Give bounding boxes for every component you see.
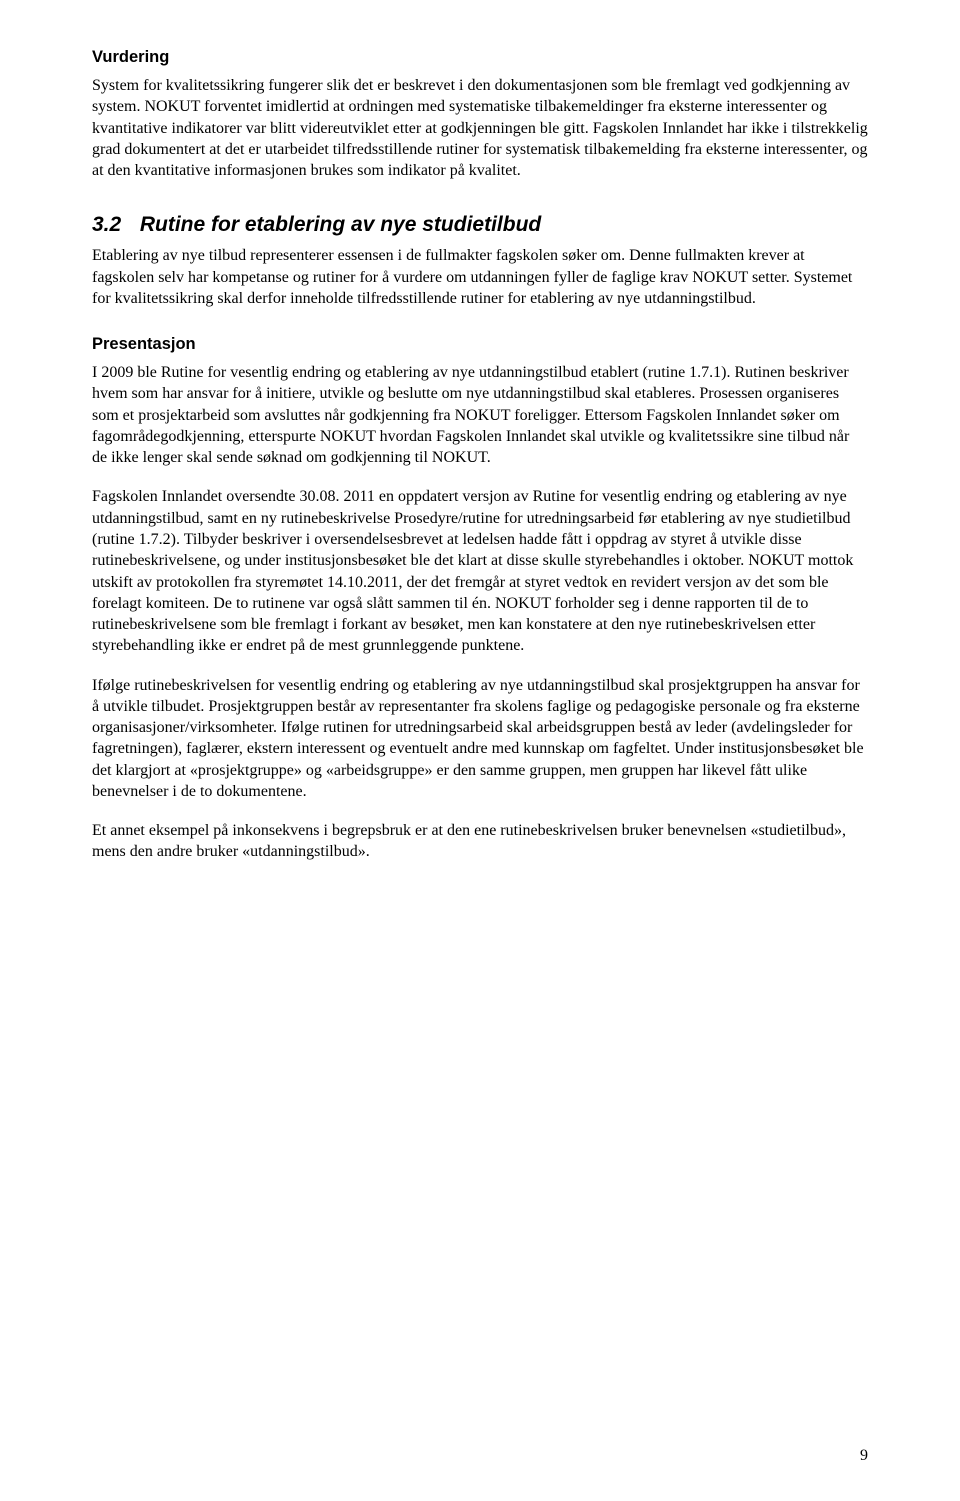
heading-presentasjon: Presentasjon [92,335,868,354]
paragraph-4: Fagskolen Innlandet oversendte 30.08. 20… [92,486,868,656]
document-page: Vurdering System for kvalitetssikring fu… [0,0,960,1501]
page-number: 9 [860,1447,868,1465]
section-3-2-heading: 3.2 Rutine for etablering av nye studiet… [92,213,868,237]
paragraph-2: Etablering av nye tilbud representerer e… [92,245,868,309]
section-title-text: Rutine for etablering av nye studietilbu… [140,213,541,236]
heading-vurdering: Vurdering [92,48,868,67]
paragraph-1: System for kvalitetssikring fungerer sli… [92,75,868,181]
section-number: 3.2 [92,213,134,237]
paragraph-6: Et annet eksempel på inkonsekvens i begr… [92,820,868,863]
paragraph-3: I 2009 ble Rutine for vesentlig endring … [92,362,868,468]
paragraph-5: Ifølge rutinebeskrivelsen for vesentlig … [92,675,868,803]
